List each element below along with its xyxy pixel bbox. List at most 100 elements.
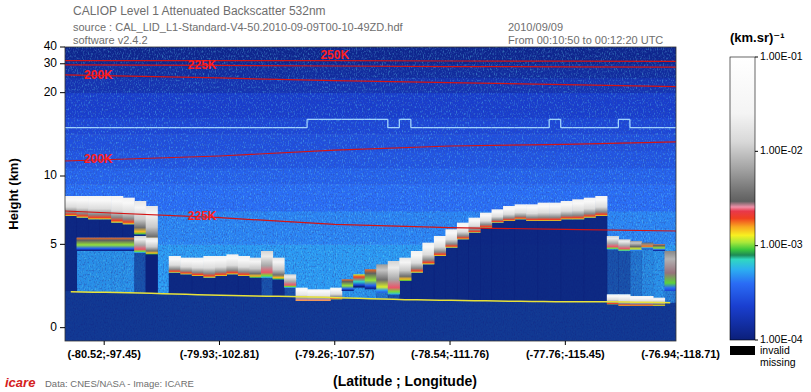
- cloud-layer: [342, 279, 354, 291]
- colorbar: [730, 57, 755, 340]
- cloud-layer: [641, 296, 653, 306]
- tropopause-segment: [330, 119, 342, 120]
- tropopause-segment: [376, 119, 388, 120]
- attenuation: [226, 274, 238, 295]
- colorbar-tick: [755, 245, 758, 246]
- attenuation: [261, 278, 273, 297]
- attenuation: [549, 221, 561, 302]
- tropopause-segment: [434, 127, 446, 128]
- tropopause-segment: [607, 127, 619, 128]
- cloud-layer: [77, 196, 89, 218]
- cloud-layer: [549, 203, 561, 221]
- x-tick-label: (-78.54;-111.76): [411, 348, 490, 360]
- attenuation: [123, 224, 135, 237]
- x-axis-title: (Latitude ; Longitude): [333, 373, 477, 389]
- x-tick-label: (-77.76;-115.45): [526, 348, 605, 360]
- attenuation: [445, 248, 457, 301]
- cloud-layer: [538, 203, 550, 221]
- tropopause-segment: [215, 127, 227, 128]
- y-tick-label: 30: [44, 56, 58, 70]
- cloud-layer: [503, 206, 515, 221]
- y-axis-title: Height (km): [6, 158, 21, 230]
- cloud-layer: [65, 196, 77, 216]
- attenuation: [630, 251, 642, 296]
- tropopause-segment: [399, 119, 411, 120]
- cloud-layer: [134, 236, 146, 253]
- attenuation: [365, 289, 377, 298]
- tropopause-segment: [538, 127, 550, 128]
- attenuation: [111, 223, 123, 238]
- attenuation: [342, 291, 354, 298]
- y-tick-label: 5: [50, 237, 57, 251]
- x-tick: [565, 341, 566, 345]
- cloud-layer: [100, 196, 112, 219]
- attenuation: [515, 219, 527, 301]
- attenuation: [538, 221, 550, 302]
- attenuation: [65, 216, 77, 292]
- tropopause-segment: [561, 127, 573, 128]
- cloud-layer: [664, 251, 676, 291]
- tropopause-segment: [88, 127, 100, 128]
- chart: 250K225K200K200K225K0510203040Height (km…: [0, 0, 811, 392]
- cloud-layer: [399, 258, 411, 281]
- tropopause-segment: [515, 127, 527, 128]
- cloud-layer: [468, 218, 480, 233]
- title: CALIOP Level 1 Attenuated Backscatter 53…: [73, 4, 326, 18]
- cloud-layer: [353, 274, 365, 287]
- cloud-layer: [180, 258, 192, 275]
- tropopause-segment: [411, 127, 423, 128]
- cloud-layer: [123, 238, 135, 251]
- tropopause-segment: [238, 127, 250, 128]
- tropopause-segment: [134, 127, 146, 128]
- y-tick-label: 20: [44, 85, 58, 99]
- x-tick: [334, 341, 335, 345]
- tropopause-segment: [584, 127, 596, 128]
- attenuation: [503, 221, 515, 301]
- missing-label: invalid: [760, 344, 790, 356]
- annotation: 2010/09/09: [508, 21, 563, 33]
- x-tick-label: (-79.93;-102.81): [180, 348, 260, 360]
- attenuation: [146, 254, 158, 293]
- attenuation: [468, 233, 480, 301]
- attenuation: [100, 219, 112, 237]
- tropopause-segment: [319, 119, 331, 120]
- attenuation: [203, 278, 215, 295]
- cloud-layer: [169, 256, 181, 273]
- attenuation: [134, 253, 146, 293]
- contour-label: 225K: [188, 58, 217, 72]
- speckle: [65, 47, 676, 341]
- tropopause-segment: [549, 119, 561, 120]
- tropopause-segment: [261, 127, 273, 128]
- contour-label: 250K: [320, 48, 349, 62]
- cloud-layer: [561, 201, 573, 219]
- attenuation: [249, 278, 261, 296]
- tropopause-segment: [307, 119, 319, 120]
- y-tick-label: 40: [44, 39, 58, 53]
- cloud-layer: [365, 269, 377, 289]
- tropopause-segment: [572, 127, 584, 128]
- tropopause-segment: [226, 127, 238, 128]
- tropopause-segment: [284, 127, 296, 128]
- attenuation: [399, 281, 411, 300]
- attenuation: [180, 274, 192, 294]
- cloud-layer: [630, 241, 642, 251]
- tropopause-segment: [169, 127, 181, 128]
- cloud-layer: [607, 236, 619, 249]
- tropopause-segment: [342, 119, 354, 120]
- x-tick-label: (-76.94;-118.71): [641, 348, 720, 360]
- tropopause-segment: [503, 127, 515, 128]
- attenuation: [480, 228, 492, 301]
- colorbar-label: (km.sr)⁻¹: [730, 30, 785, 45]
- tropopause-segment: [468, 127, 480, 128]
- temperature-contour: [65, 211, 676, 231]
- logo: icare: [5, 375, 35, 390]
- tropopause-segment: [664, 127, 676, 128]
- cloud-layer: [123, 198, 135, 225]
- attenuation: [100, 251, 112, 292]
- cloud-layer: [653, 244, 665, 251]
- cloud-layer: [618, 294, 630, 306]
- y-tick: [60, 47, 65, 48]
- attenuation: [411, 273, 423, 300]
- attenuation: [88, 219, 100, 237]
- attenuation: [457, 239, 469, 300]
